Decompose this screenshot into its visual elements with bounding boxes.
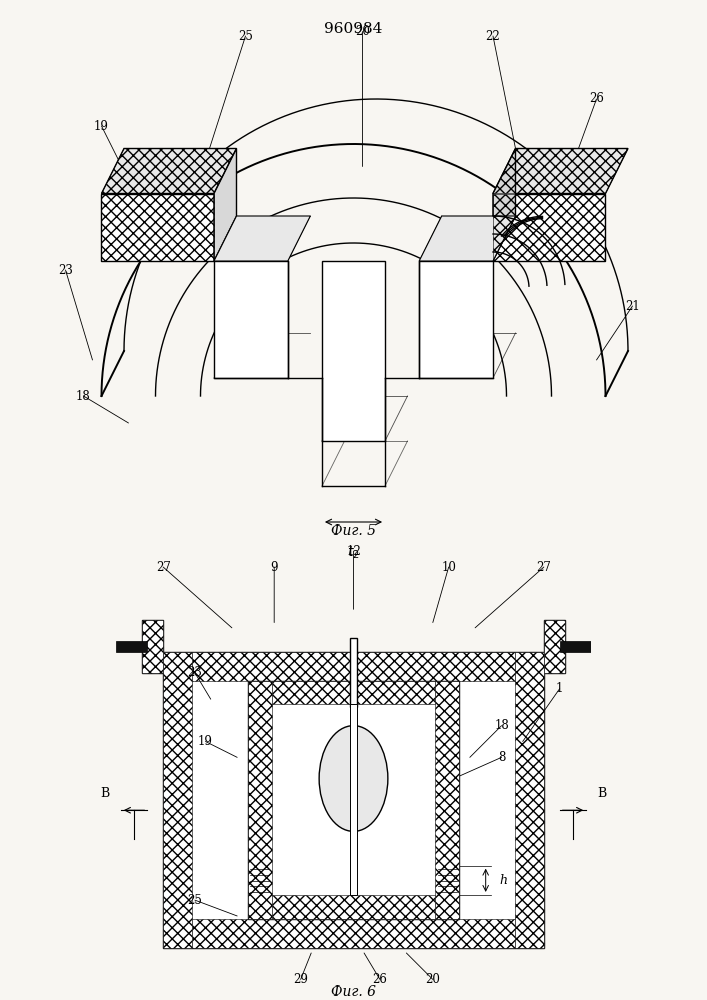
Text: 29: 29: [293, 973, 308, 986]
Polygon shape: [493, 148, 515, 261]
Bar: [515, 652, 544, 948]
Text: 20: 20: [355, 25, 370, 38]
Polygon shape: [419, 216, 515, 261]
Text: 27: 27: [537, 561, 551, 574]
Polygon shape: [102, 194, 214, 261]
Text: 22: 22: [486, 29, 501, 42]
Bar: [115, 641, 147, 652]
Bar: [544, 620, 565, 673]
Polygon shape: [214, 216, 310, 261]
Text: h: h: [499, 874, 507, 887]
Text: Фиг. 6: Фиг. 6: [331, 985, 376, 999]
Polygon shape: [322, 261, 385, 441]
Text: 1: 1: [556, 682, 563, 695]
Text: 27: 27: [156, 561, 170, 574]
Polygon shape: [493, 148, 628, 194]
Polygon shape: [214, 148, 237, 261]
Ellipse shape: [319, 726, 388, 831]
Polygon shape: [102, 148, 237, 194]
Bar: [142, 620, 163, 673]
Text: 9: 9: [271, 561, 278, 574]
Text: 18: 18: [494, 719, 509, 732]
Text: 8: 8: [498, 751, 506, 764]
Text: B: B: [100, 787, 110, 800]
Text: 26: 26: [373, 973, 387, 986]
Text: $t_2$: $t_2$: [347, 544, 360, 561]
Bar: [247, 681, 271, 919]
Bar: [163, 652, 544, 948]
Polygon shape: [214, 261, 288, 378]
Text: 18: 18: [76, 389, 91, 402]
Text: 10: 10: [441, 561, 456, 574]
Text: 960984: 960984: [325, 22, 382, 36]
Bar: [192, 652, 515, 681]
Bar: [436, 681, 460, 919]
Text: 19: 19: [94, 119, 109, 132]
Text: 20: 20: [426, 973, 440, 986]
Bar: [544, 620, 565, 673]
Bar: [271, 681, 436, 704]
Text: 21: 21: [625, 300, 640, 312]
Bar: [142, 620, 163, 673]
Bar: [560, 641, 592, 652]
Text: 25: 25: [238, 29, 253, 42]
Text: B: B: [597, 787, 607, 800]
Bar: [351, 638, 356, 707]
Polygon shape: [493, 194, 605, 261]
Text: 23: 23: [58, 263, 73, 276]
Text: 19: 19: [198, 735, 213, 748]
Text: Фиг. 5: Фиг. 5: [331, 524, 376, 538]
Bar: [247, 681, 460, 919]
Bar: [163, 652, 192, 948]
Bar: [192, 919, 515, 948]
Text: 26: 26: [589, 93, 604, 105]
Text: 25: 25: [187, 894, 202, 907]
Bar: [351, 704, 356, 895]
Bar: [271, 895, 436, 919]
Text: 12: 12: [346, 545, 361, 558]
Polygon shape: [419, 261, 493, 378]
Text: 23: 23: [187, 666, 202, 679]
